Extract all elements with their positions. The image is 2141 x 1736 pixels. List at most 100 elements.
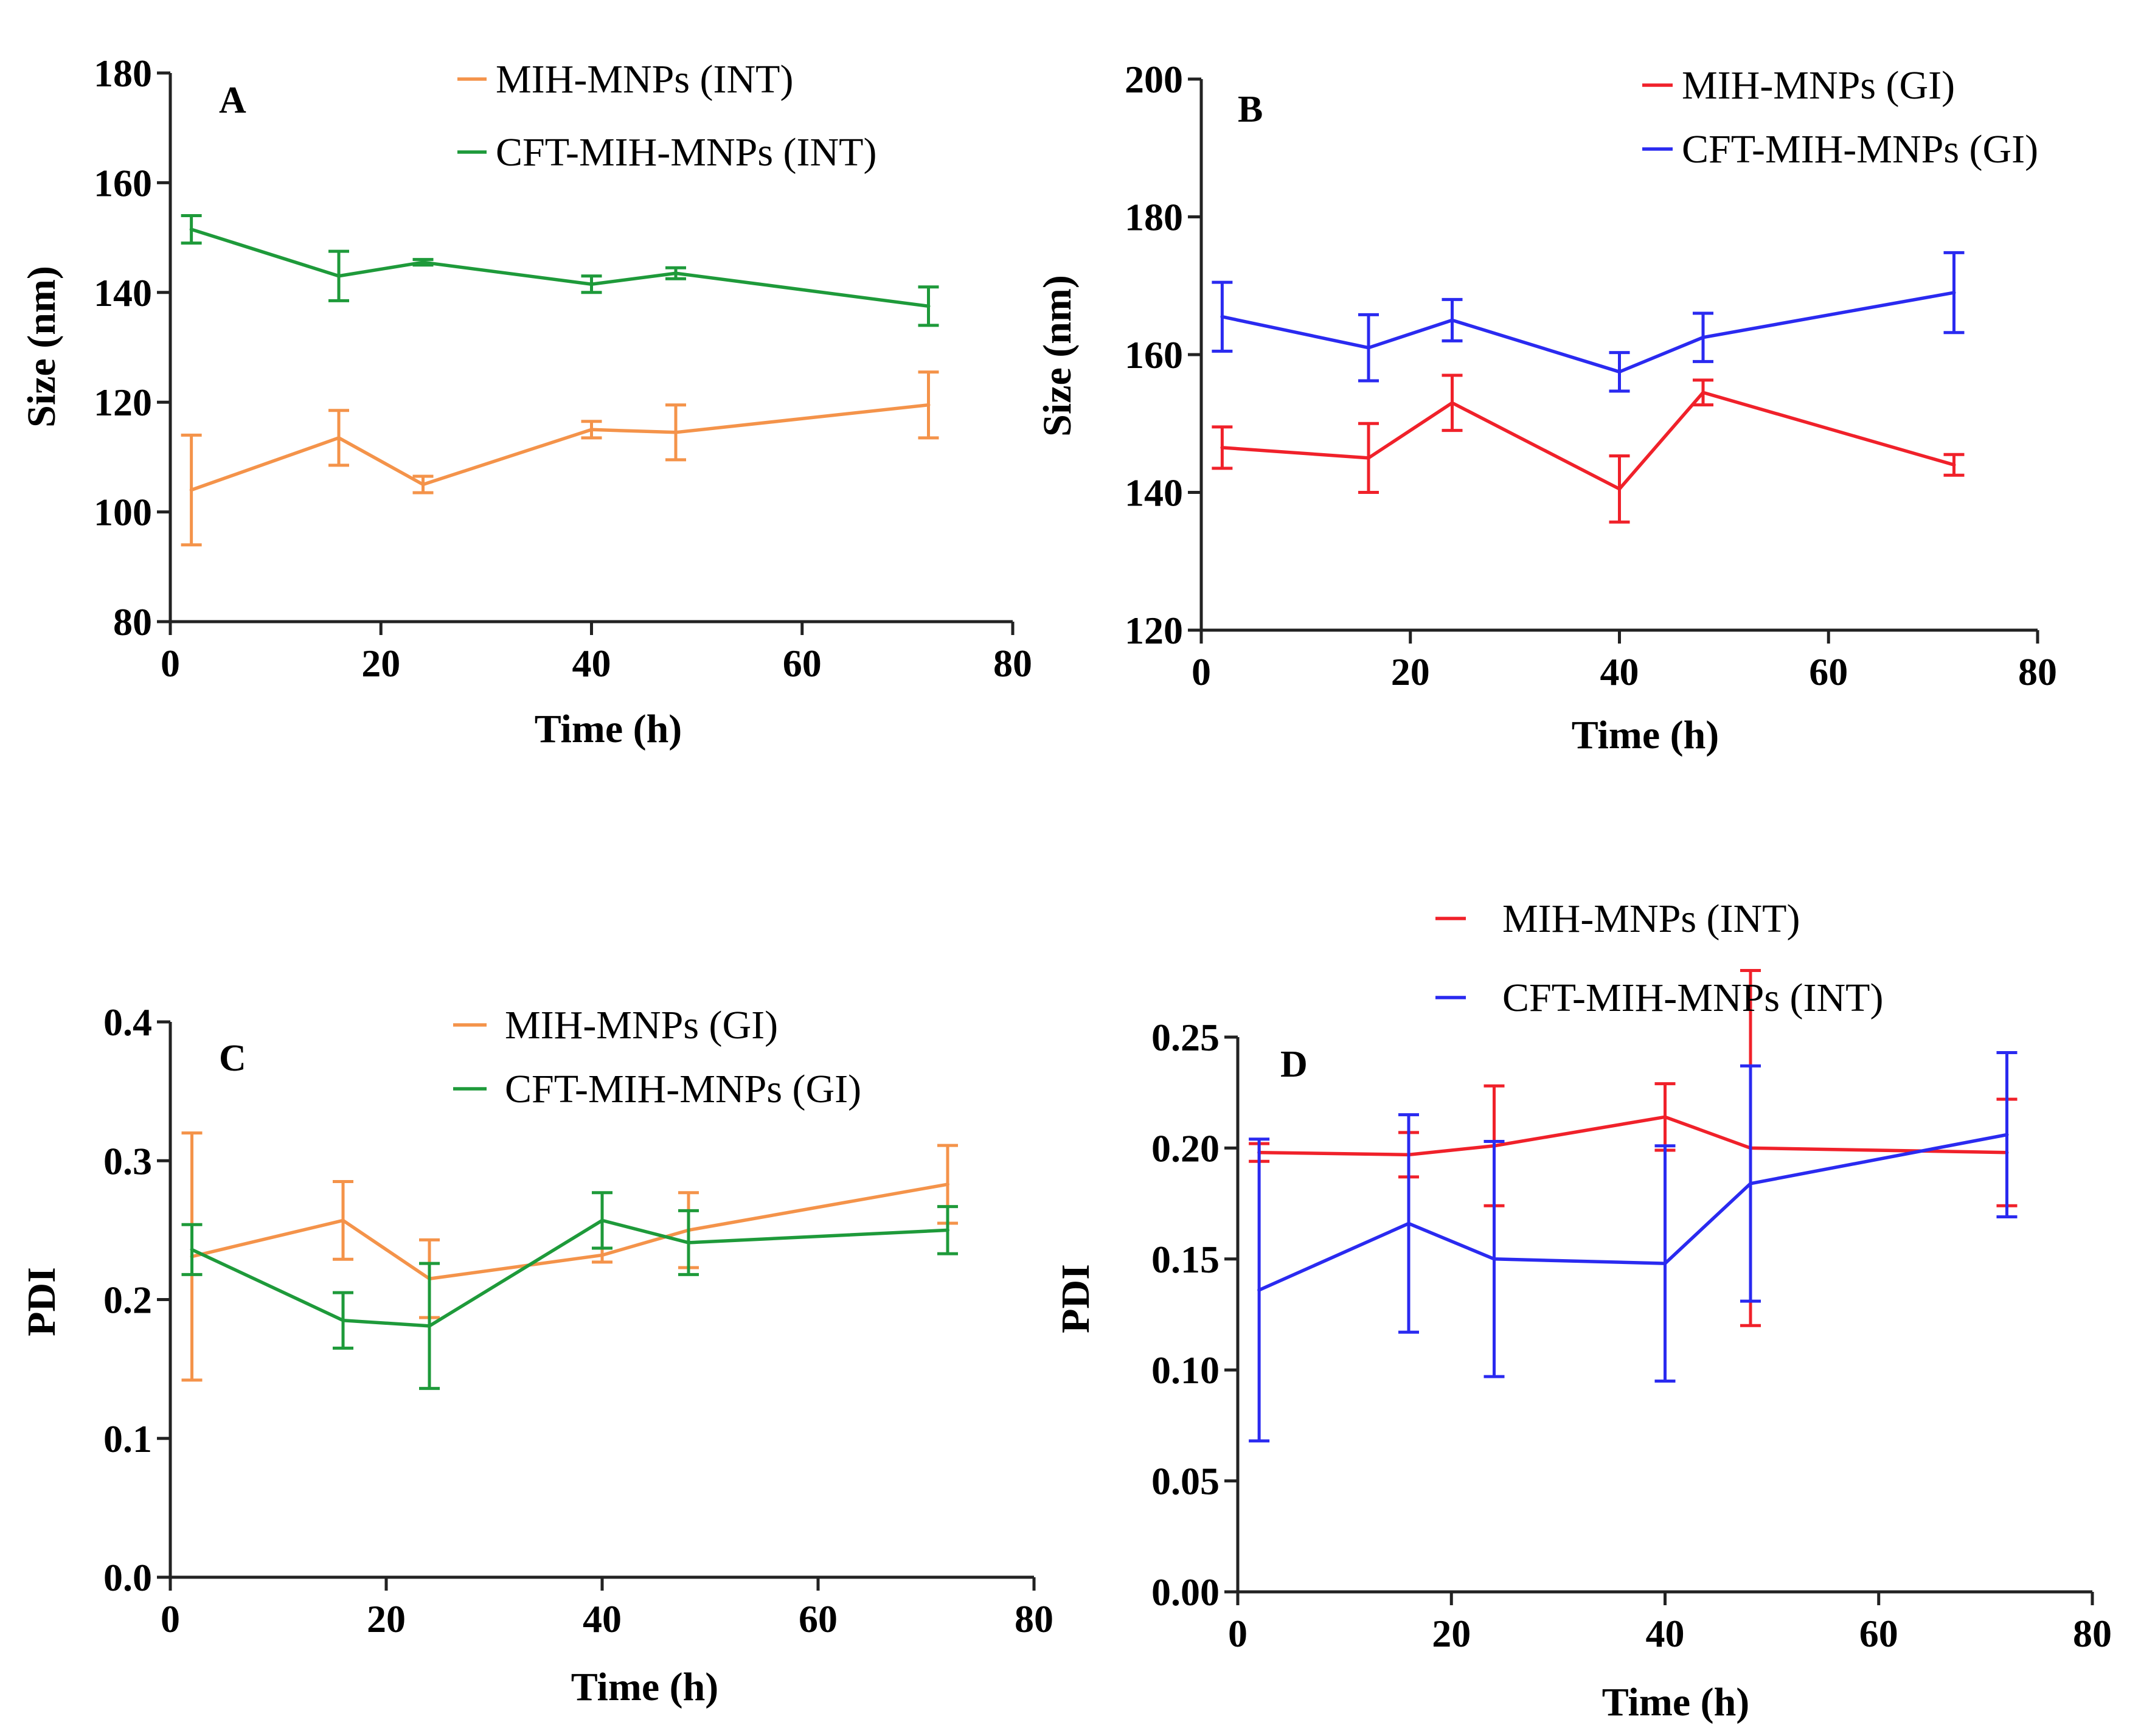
- y-tick-label: 80: [113, 600, 152, 644]
- data-point: [1450, 318, 1454, 322]
- panel-letter: D: [1280, 1044, 1308, 1085]
- legend-label: CFT-MIH-MNPs (INT): [1502, 976, 1883, 1020]
- x-tick-label: 0: [1228, 1612, 1247, 1655]
- y-tick-label: 120: [1125, 609, 1183, 652]
- x-axis-title: Time (h): [571, 1665, 719, 1709]
- panel-letter: A: [219, 80, 246, 121]
- chart-panel-c: 0 20 40 60 80 0.0 0.1 0.2 0.3 0.4 Time (h) PDI C MIH-…: [19, 1001, 1053, 1709]
- series-line: [1258, 1133, 2008, 1292]
- x-tick-label: 60: [783, 642, 822, 685]
- y-tick-label: 0.3: [103, 1139, 152, 1182]
- data-point: [1701, 335, 1705, 339]
- legend-label: CFT-MIH-MNPs (GI): [505, 1067, 861, 1111]
- data-point: [341, 1218, 345, 1223]
- y-axis-title: PDI: [1053, 1264, 1098, 1333]
- data-point: [1701, 391, 1705, 395]
- legend-label: MIH-MNPs (INT): [496, 57, 793, 102]
- data-point: [600, 1218, 604, 1223]
- data-point: [946, 1182, 949, 1187]
- y-axis-title: PDI: [19, 1267, 64, 1336]
- data-point: [1367, 345, 1370, 350]
- y-tick-label: 180: [94, 52, 152, 95]
- data-point: [1450, 401, 1454, 405]
- y-tick-label: 140: [94, 271, 152, 314]
- chart-panel-d: 0 20 40 60 80 0.00 0.05 0.10 0.15 0.20 0.25 Time (h…: [1053, 897, 2112, 1724]
- series-line: [1222, 391, 1955, 491]
- data-point: [926, 304, 931, 308]
- x-tick-label: 40: [572, 642, 611, 685]
- series-2: [1249, 1051, 2018, 1443]
- series-2: [181, 214, 939, 327]
- series-2: [181, 1191, 958, 1391]
- legend-label: MIH-MNPs (GI): [505, 1003, 778, 1047]
- legend-entry: CFT-MIH-MNPs (GI): [1642, 127, 2038, 172]
- data-point: [2005, 1133, 2009, 1137]
- y-tick-label: 0.1: [103, 1417, 152, 1460]
- data-point: [674, 430, 678, 434]
- data-point: [421, 260, 425, 265]
- data-point: [600, 1253, 604, 1257]
- y-axis-title: Size (nm): [1035, 275, 1080, 437]
- chart-panel-a: 0 20 40 60 80 80 100 120 140 160 180 Time (h) Size (…: [19, 52, 1032, 751]
- y-tick-label: 0.25: [1151, 1016, 1220, 1059]
- y-tick-label: 120: [94, 381, 152, 424]
- x-tick-label: 80: [2073, 1612, 2112, 1655]
- data-point: [1220, 445, 1224, 450]
- x-axis-title: Time (h): [1572, 713, 1719, 757]
- data-point: [1952, 291, 1956, 295]
- series-line: [191, 1182, 948, 1281]
- data-point: [946, 1228, 949, 1232]
- data-point: [674, 271, 678, 276]
- legend-entry: CFT-MIH-MNPs (GI): [453, 1067, 861, 1111]
- series-line: [191, 1218, 948, 1328]
- y-tick-label: 0.15: [1151, 1238, 1220, 1281]
- panel-letter: C: [219, 1038, 246, 1079]
- data-point: [589, 282, 594, 286]
- series-1: [181, 370, 939, 547]
- x-tick-label: 20: [367, 1597, 406, 1641]
- legend-entry: CFT-MIH-MNPs (INT): [1435, 976, 1883, 1020]
- x-tick-label: 20: [1391, 650, 1430, 693]
- legend-entry: MIH-MNPs (GI): [453, 1003, 778, 1047]
- data-point: [337, 274, 341, 278]
- x-tick-label: 80: [2018, 650, 2057, 693]
- legend-entry: MIH-MNPs (GI): [1642, 63, 1955, 108]
- series-1: [181, 1131, 958, 1382]
- panel-letter: B: [1238, 89, 1263, 130]
- data-point: [687, 1240, 690, 1245]
- data-point: [1663, 1115, 1667, 1119]
- y-tick-label: 0.05: [1151, 1460, 1220, 1503]
- data-point: [189, 488, 193, 492]
- y-tick-label: 0.20: [1151, 1127, 1220, 1170]
- legend-label: CFT-MIH-MNPs (INT): [496, 130, 876, 175]
- data-point: [341, 1318, 345, 1322]
- series-2: [1212, 251, 1965, 393]
- series-line: [1221, 291, 1954, 374]
- legend-entry: MIH-MNPs (INT): [1435, 897, 1800, 941]
- data-point: [190, 1248, 194, 1252]
- data-point: [926, 403, 931, 407]
- data-point: [1220, 314, 1224, 319]
- data-point: [1617, 370, 1622, 374]
- x-tick-label: 80: [1015, 1597, 1053, 1641]
- y-tick-label: 100: [94, 491, 152, 534]
- data-point: [428, 1324, 431, 1328]
- series-line: [190, 403, 929, 492]
- data-point: [337, 436, 341, 440]
- series-1: [1212, 373, 1965, 524]
- y-tick-label: 200: [1125, 58, 1183, 101]
- legend-label: CFT-MIH-MNPs (GI): [1682, 127, 2038, 172]
- series-line: [1259, 1115, 2007, 1157]
- series-1: [1249, 969, 2018, 1327]
- legend-label: MIH-MNPs (GI): [1682, 63, 1955, 108]
- x-tick-label: 0: [161, 642, 180, 685]
- x-tick-label: 20: [1432, 1612, 1471, 1655]
- x-tick-label: 20: [361, 642, 400, 685]
- x-tick-label: 60: [1809, 650, 1848, 693]
- x-axis-title: Time (h): [535, 707, 682, 751]
- legend-entry: MIH-MNPs (INT): [457, 57, 793, 102]
- x-tick-label: 60: [799, 1597, 838, 1641]
- x-tick-label: 60: [1859, 1612, 1898, 1655]
- x-tick-label: 40: [583, 1597, 622, 1641]
